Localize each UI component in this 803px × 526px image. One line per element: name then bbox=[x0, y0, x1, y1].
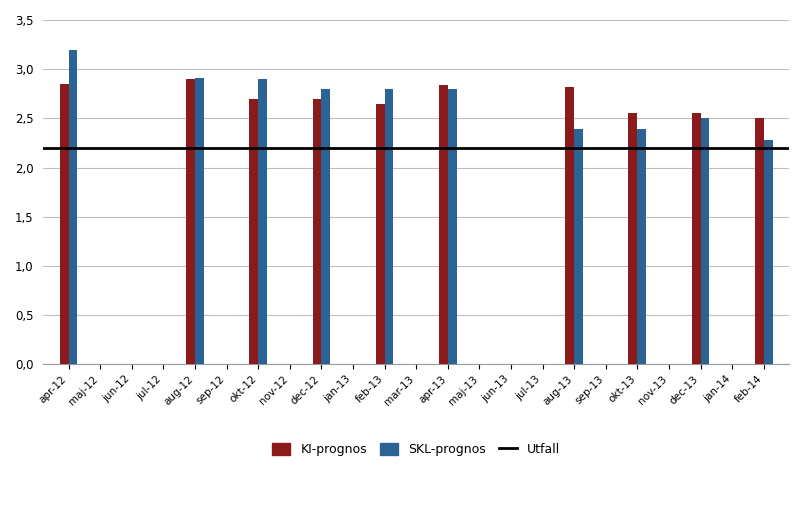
Legend: KI-prognos, SKL-prognos, Utfall: KI-prognos, SKL-prognos, Utfall bbox=[267, 438, 565, 461]
Bar bbox=[375, 104, 384, 364]
Bar bbox=[186, 79, 195, 364]
Bar bbox=[699, 118, 708, 364]
Bar bbox=[384, 89, 393, 364]
Bar bbox=[438, 85, 447, 364]
Bar bbox=[628, 114, 637, 364]
Bar bbox=[565, 87, 573, 364]
Bar bbox=[195, 78, 204, 364]
Bar bbox=[68, 50, 77, 364]
Bar bbox=[321, 89, 330, 364]
Bar bbox=[258, 79, 267, 364]
Bar bbox=[573, 129, 582, 364]
Bar bbox=[249, 99, 258, 364]
Bar bbox=[763, 140, 772, 364]
Bar bbox=[447, 89, 456, 364]
Bar bbox=[637, 129, 646, 364]
Bar bbox=[691, 114, 699, 364]
Bar bbox=[754, 118, 763, 364]
Bar bbox=[59, 84, 68, 364]
Bar bbox=[312, 99, 321, 364]
